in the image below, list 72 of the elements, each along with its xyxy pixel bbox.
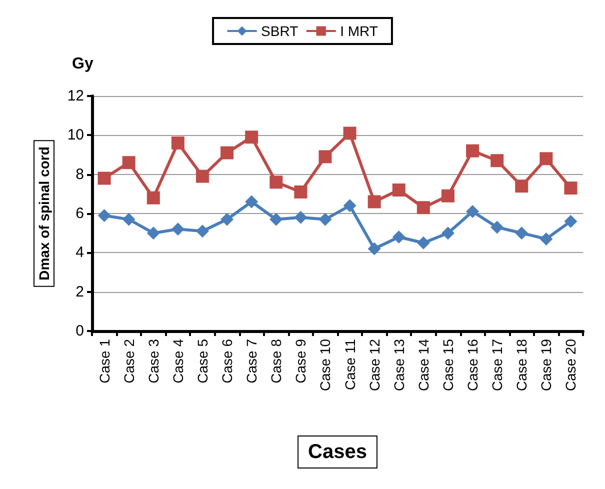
y-tick-label: 6	[76, 205, 84, 222]
x-axis-title: Cases	[308, 441, 367, 463]
x-tick-label: Case 4	[170, 338, 186, 384]
point	[196, 224, 209, 238]
point	[416, 201, 430, 214]
x-tick-label: Case 5	[194, 338, 210, 384]
point	[540, 232, 553, 246]
point	[245, 130, 258, 144]
x-tick-label: Case 15	[440, 338, 456, 392]
x-tick-label: Case 17	[489, 338, 506, 392]
point	[220, 146, 234, 160]
y-axis-title: Dmax of spinal cord	[36, 146, 52, 280]
x-tick-label: Case 9	[292, 338, 309, 384]
point	[343, 199, 356, 212]
point	[392, 184, 406, 196]
y-tick-label: 12	[67, 88, 84, 104]
point	[171, 222, 184, 236]
point	[466, 144, 480, 158]
point	[122, 212, 136, 226]
point	[368, 195, 381, 208]
point	[294, 210, 308, 224]
y-tick-label: 0	[76, 322, 84, 340]
point	[318, 212, 332, 226]
point	[392, 230, 406, 244]
x-tick-label: Case 1	[96, 338, 112, 384]
x-tick-label: Case 19	[538, 338, 554, 392]
point	[441, 226, 454, 240]
point	[98, 208, 111, 222]
point	[146, 226, 160, 240]
x-tick-label: Case 16	[464, 338, 481, 392]
y-tick-label: 4	[76, 244, 84, 262]
x-tick-label: Case 7	[244, 338, 260, 384]
point	[490, 154, 504, 168]
point	[294, 185, 308, 198]
x-tick-label: Case 12	[366, 338, 382, 392]
point	[146, 191, 160, 204]
x-tick-label: Case 2	[120, 338, 137, 384]
point	[564, 182, 578, 195]
point	[171, 136, 184, 150]
y-tick-label: 2	[76, 283, 84, 300]
point	[515, 180, 528, 193]
x-tick-label: Case 3	[145, 338, 162, 384]
point	[122, 156, 136, 170]
point	[564, 214, 578, 228]
point	[245, 195, 258, 208]
point	[98, 172, 111, 185]
y-tick-label: 10	[67, 126, 84, 144]
point	[416, 236, 430, 250]
point	[196, 170, 209, 183]
x-tick-label: Case 10	[317, 338, 334, 392]
point	[466, 205, 480, 218]
point	[270, 176, 283, 189]
point	[540, 152, 553, 166]
x-tick-label: Case 8	[268, 338, 284, 384]
x-tick-label: Case 6	[219, 338, 236, 384]
x-tick-label: Case 18	[514, 338, 530, 392]
legend-label: I MRT	[340, 23, 378, 39]
point	[368, 242, 381, 256]
text: Gy	[72, 56, 94, 72]
legend-label: SBRT	[261, 23, 299, 39]
point	[441, 189, 454, 202]
point	[490, 220, 504, 234]
point	[220, 212, 234, 226]
point	[318, 150, 332, 164]
y-tick-label: 8	[76, 166, 84, 183]
point	[515, 226, 528, 240]
x-tick-label: Case 20	[562, 338, 579, 392]
x-tick-label: Case 14	[415, 338, 432, 392]
x-tick-label: Case 13	[390, 338, 407, 392]
point	[270, 212, 283, 226]
point	[343, 126, 356, 140]
x-tick-label: Case 11	[342, 338, 358, 390]
